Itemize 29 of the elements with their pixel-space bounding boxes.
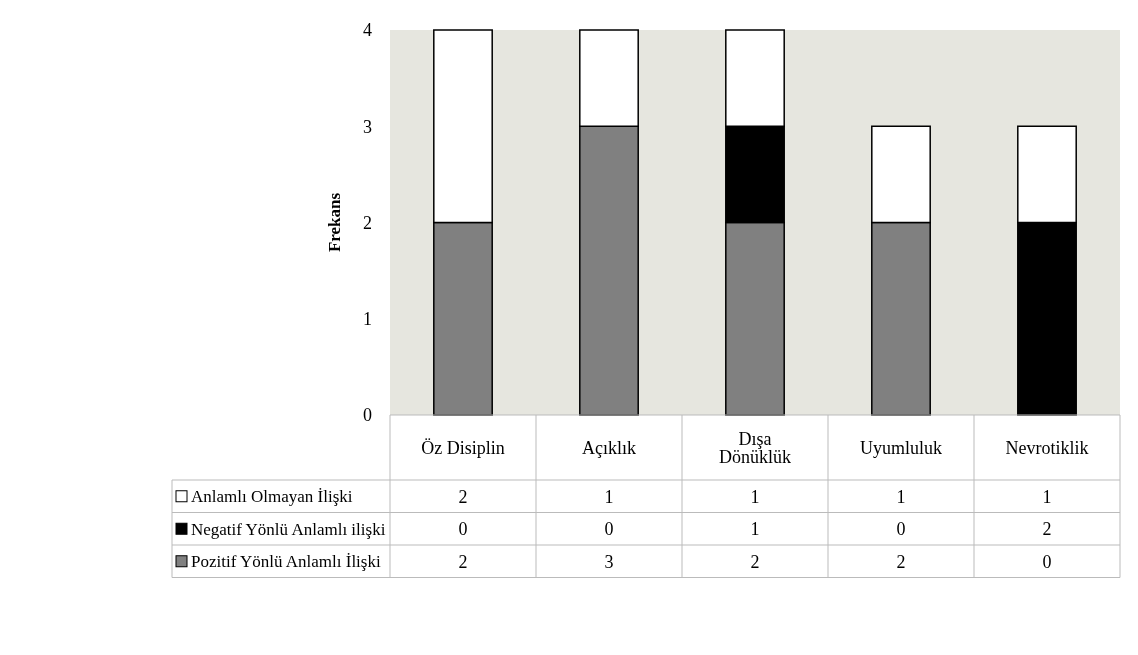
data-label: 2: [458, 486, 468, 507]
data-label: 2: [458, 551, 468, 572]
data-label: 0: [458, 519, 468, 540]
data-label: 2: [896, 551, 906, 572]
x-tick-label: Dışa Dönüklük: [719, 428, 791, 467]
y-tick-label: 2: [363, 212, 372, 233]
data-label: 1: [750, 519, 760, 540]
y-tick-label: 0: [363, 405, 372, 426]
legend-label: Pozitif Yönlü Anlamlı İlişki: [191, 552, 381, 572]
legend-label: Negatif Yönlü Anlamlı ilişki: [191, 519, 386, 539]
data-label: 1: [1042, 486, 1052, 507]
data-label: 1: [896, 486, 906, 507]
x-tick-label: Açıklık: [582, 437, 636, 458]
y-axis-title: Frekans: [325, 192, 344, 253]
data-label: 0: [896, 519, 906, 540]
data-label: 0: [1042, 551, 1052, 572]
data-label: 1: [750, 486, 760, 507]
legend-label: Anlamlı Olmayan İlişki: [191, 487, 353, 507]
y-tick-label: 4: [363, 20, 372, 41]
data-label: 3: [604, 551, 614, 572]
x-tick-label: Nevrotiklik: [1005, 437, 1089, 458]
data-label: 2: [1042, 519, 1052, 540]
x-tick-label: Uyumluluk: [859, 437, 943, 458]
data-label: 2: [750, 551, 760, 572]
y-tick-label: 1: [363, 309, 372, 330]
y-tick-label: 3: [363, 116, 372, 137]
data-label: 1: [604, 486, 614, 507]
x-tick-label: Öz Disiplin: [421, 437, 505, 458]
data-label: 0: [604, 519, 614, 540]
